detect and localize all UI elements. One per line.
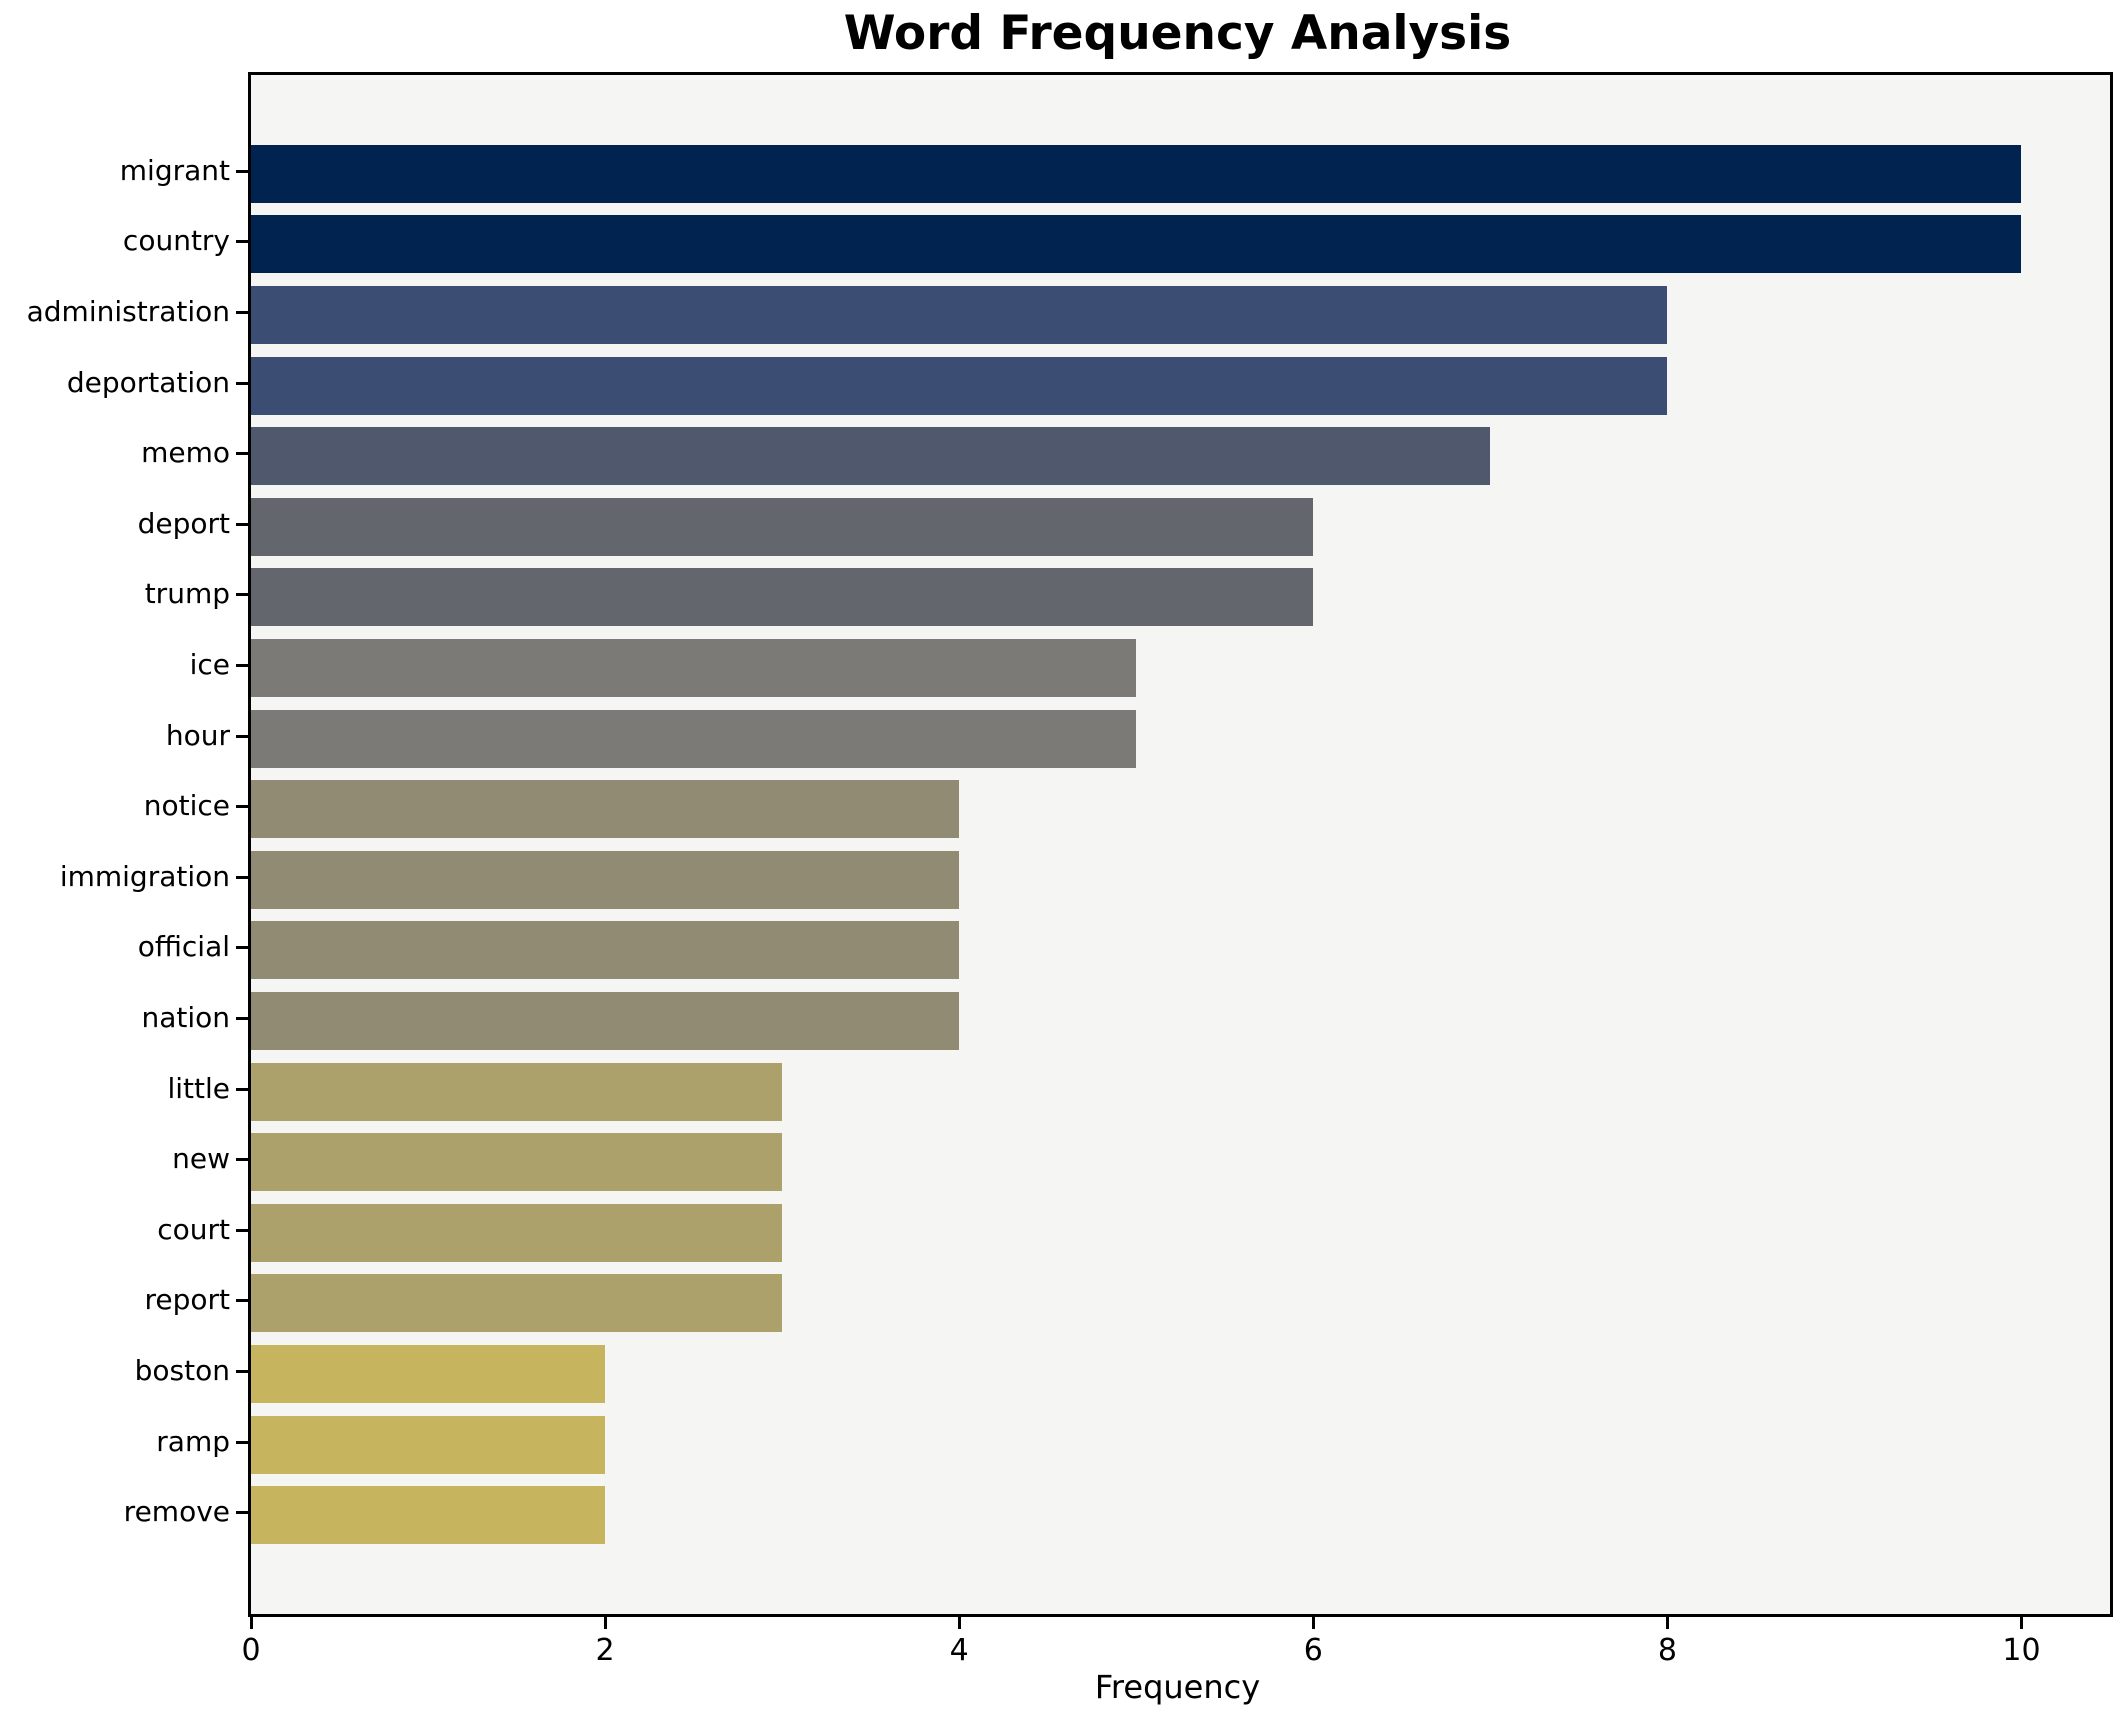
y-tick-label-little: little <box>167 1071 230 1105</box>
x-tick-label-0: 0 <box>241 1633 261 1668</box>
bar-court <box>251 1203 783 1262</box>
y-tick-mark <box>236 805 248 809</box>
y-tick-mark <box>236 311 248 314</box>
bar-deportation <box>251 356 1668 415</box>
bar-deport <box>251 497 1314 556</box>
y-tick-mark <box>236 734 248 738</box>
bar-country <box>251 215 2022 274</box>
y-tick-mark <box>236 1440 248 1444</box>
bar-remove <box>251 1486 606 1545</box>
y-tick-label-deport: deport <box>137 506 230 540</box>
chart-title: Word Frequency Analysis <box>843 6 1512 61</box>
x-tick-label-8: 8 <box>1657 1633 1677 1668</box>
y-tick-mark <box>236 946 248 950</box>
y-tick-mark <box>236 1087 248 1091</box>
y-tick-label-ice: ice <box>189 648 230 681</box>
bar-hour <box>251 709 1137 768</box>
y-tick-label-country: country <box>122 224 230 258</box>
x-tick-mark <box>957 1617 961 1629</box>
y-tick-mark <box>236 1228 248 1232</box>
y-tick-label-trump: trump <box>144 577 230 611</box>
y-tick-mark <box>236 452 248 456</box>
y-tick-mark <box>236 240 248 244</box>
bar-nation <box>251 992 960 1050</box>
y-tick-label-migrant: migrant <box>119 153 230 187</box>
bar-immigration <box>251 850 960 909</box>
bar-boston <box>251 1345 606 1403</box>
bar-new <box>251 1133 783 1192</box>
y-tick-label-hour: hour <box>165 718 230 752</box>
bar-notice <box>251 780 960 839</box>
y-tick-mark <box>236 522 248 526</box>
bar-report <box>251 1274 783 1333</box>
y-tick-mark <box>236 1017 248 1020</box>
y-tick-mark <box>236 1511 248 1515</box>
y-tick-mark <box>236 1370 248 1373</box>
y-tick-label-immigration: immigration <box>59 859 230 893</box>
y-tick-label-new: new <box>172 1142 230 1176</box>
y-tick-label-administration: administration <box>26 295 230 328</box>
bar-memo <box>251 427 1491 486</box>
bar-migrant <box>251 144 2022 203</box>
bar-ice <box>251 639 1137 697</box>
y-tick-mark <box>236 169 248 173</box>
y-tick-label-remove: remove <box>123 1495 230 1529</box>
y-tick-mark <box>236 1158 248 1162</box>
plot-area <box>248 72 2113 1617</box>
x-axis-label: Frequency <box>1094 1668 1261 1706</box>
y-tick-mark <box>236 1299 248 1303</box>
y-tick-label-notice: notice <box>143 789 230 823</box>
y-tick-label-official: official <box>137 930 230 964</box>
y-tick-mark <box>236 875 248 879</box>
y-tick-label-ramp: ramp <box>156 1424 230 1458</box>
x-tick-mark <box>603 1617 607 1629</box>
bar-administration <box>251 286 1668 344</box>
x-tick-label-10: 10 <box>2002 1633 2041 1668</box>
x-tick-label-6: 6 <box>1303 1633 1323 1668</box>
y-tick-label-deportation: deportation <box>66 365 230 399</box>
y-tick-label-boston: boston <box>134 1354 230 1387</box>
bar-official <box>251 921 960 980</box>
bar-trump <box>251 568 1314 627</box>
y-tick-mark <box>236 664 248 667</box>
bar-little <box>251 1062 783 1121</box>
y-tick-mark <box>236 593 248 597</box>
x-tick-label-2: 2 <box>595 1633 615 1668</box>
y-tick-label-report: report <box>144 1283 230 1317</box>
x-tick-mark <box>1311 1617 1315 1629</box>
y-tick-mark <box>236 381 248 385</box>
bar-ramp <box>251 1415 606 1474</box>
y-tick-label-memo: memo <box>141 436 230 470</box>
y-tick-label-court: court <box>157 1212 230 1246</box>
x-tick-mark <box>2019 1617 2023 1629</box>
x-tick-mark <box>1665 1617 1669 1629</box>
x-tick-mark <box>249 1617 253 1629</box>
y-tick-label-nation: nation <box>141 1001 230 1034</box>
x-tick-label-4: 4 <box>949 1633 969 1668</box>
